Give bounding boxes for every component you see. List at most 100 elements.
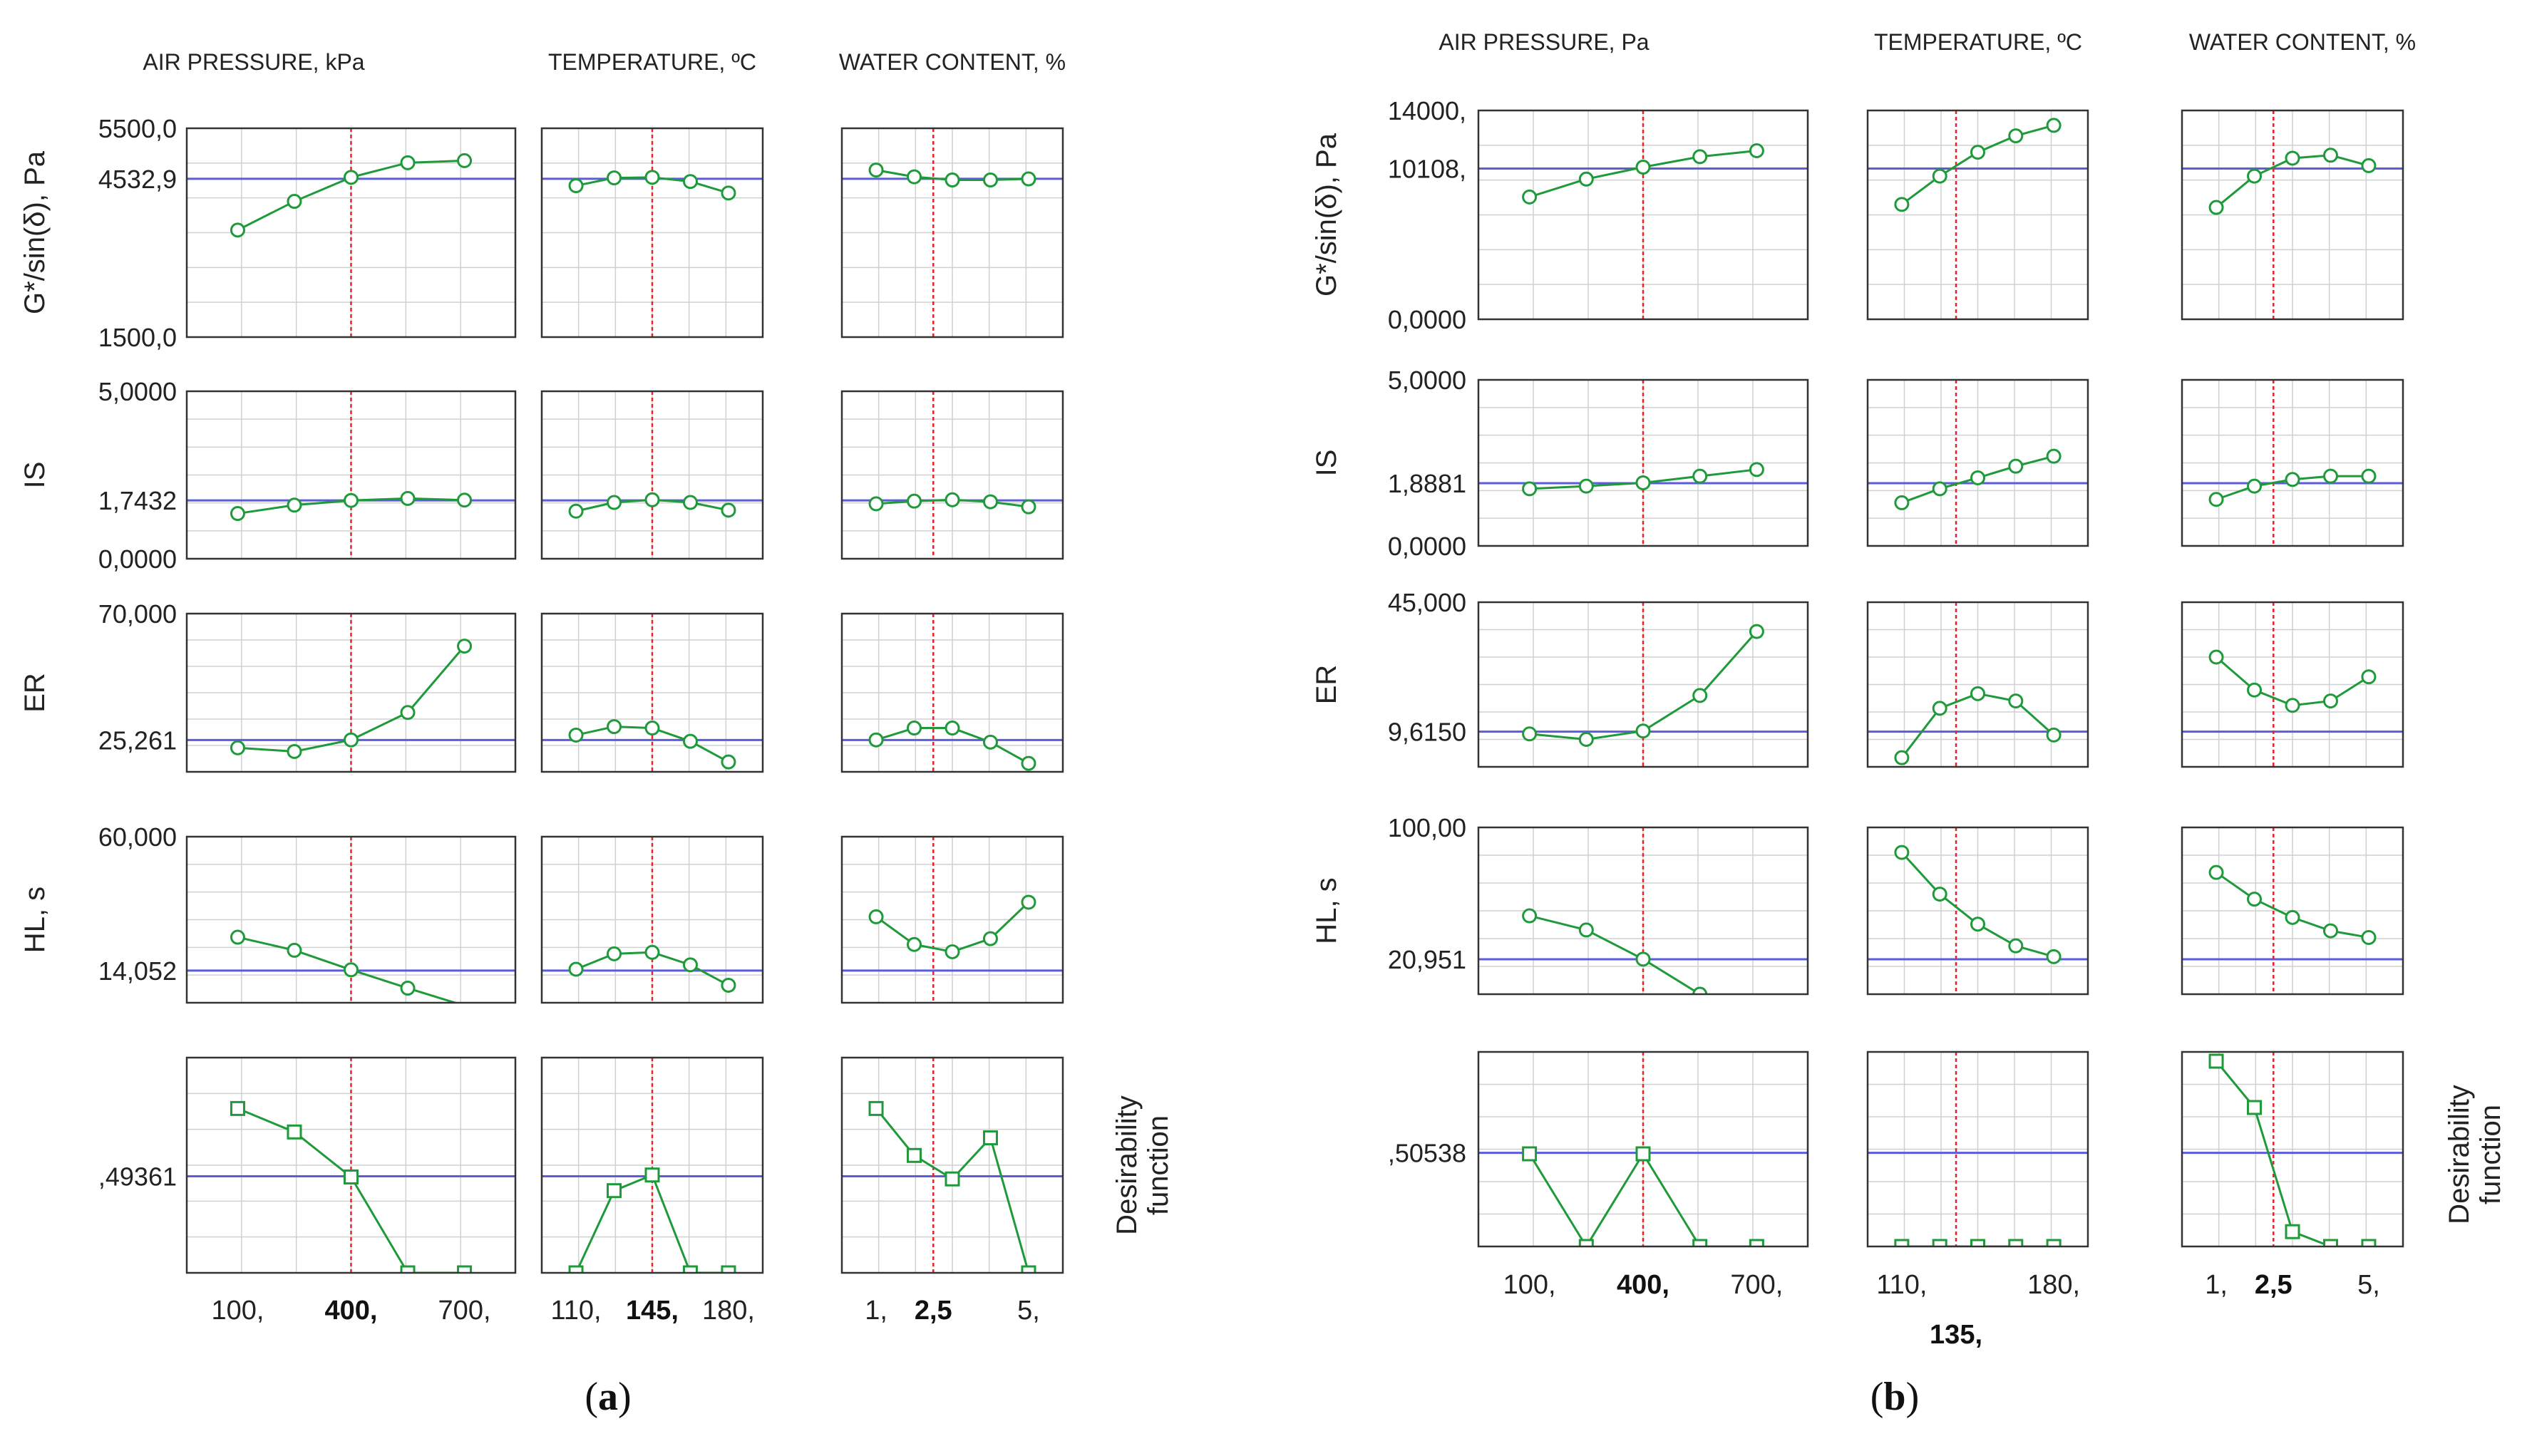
plot-frame — [1866, 378, 2089, 547]
series-group — [2208, 864, 2377, 945]
data-point — [982, 931, 998, 946]
data-point — [2046, 1239, 2062, 1246]
x-tick-label: 2,5 — [915, 1296, 952, 1326]
data-point — [1635, 723, 1651, 739]
x-tick-label: 110, — [1876, 1270, 1927, 1300]
y-tick-label: 14000, — [1388, 96, 1466, 125]
data-point — [2285, 1224, 2300, 1239]
data-point — [287, 497, 302, 513]
data-point — [2208, 1053, 2224, 1069]
data-point — [1970, 686, 1985, 701]
plot-frame — [1477, 109, 1809, 321]
data-point — [1578, 171, 1594, 187]
plot-frame — [540, 612, 764, 773]
plot-frame — [540, 835, 764, 1004]
data-point — [721, 185, 736, 201]
data-point — [2008, 693, 2024, 709]
data-point — [1635, 475, 1651, 490]
x-tick-label: 700, — [438, 1296, 491, 1326]
x-tick-label-optimum: 135, — [1930, 1320, 1982, 1350]
data-point — [287, 194, 302, 210]
data-point — [945, 1171, 960, 1187]
plot-cell-b-r1-c0 — [1477, 378, 1809, 547]
plot-cell-a-r2-c2 — [840, 612, 1064, 773]
data-point — [1970, 470, 1985, 485]
data-point — [982, 172, 998, 188]
data-point — [2046, 949, 2062, 964]
data-point — [1522, 1146, 1538, 1162]
data-point — [1021, 894, 1036, 910]
column-title-b-1: TEMPERATURE, ºC — [1874, 29, 2082, 55]
y-axis-label: G*/sin(δ), Pa — [1311, 133, 1342, 296]
data-point — [400, 981, 416, 996]
plot-cell-a-r0-c1 — [540, 127, 764, 339]
y-tick-label: 5,0000 — [1388, 366, 1466, 395]
x-tick-label: 100, — [211, 1296, 264, 1326]
data-point — [457, 1265, 473, 1273]
data-point — [2046, 727, 2062, 743]
x-tick-label: 700, — [1730, 1270, 1783, 1300]
y-axis-label: IS — [19, 462, 51, 489]
data-point — [2322, 148, 2338, 163]
data-point — [1021, 755, 1036, 771]
data-point — [907, 1147, 922, 1163]
series-group — [2208, 148, 2377, 215]
data-point — [1894, 1239, 1910, 1246]
panel-b: AIR PRESSURE, Pa TEMPERATURE, ºC WATER CON… — [1311, 29, 2506, 1350]
data-point — [230, 506, 245, 522]
data-point — [344, 1169, 359, 1184]
data-point — [907, 493, 922, 509]
y-tick-label: 4532,9 — [98, 165, 177, 194]
desirability-label-line1: Desirability — [1111, 1095, 1143, 1235]
plot-cell-a-r1-c1 — [540, 390, 764, 560]
data-point — [1578, 732, 1594, 747]
y-tick-label: 60,000 — [98, 822, 177, 852]
plot-cell-a-r1-c2 — [840, 390, 1064, 560]
data-point — [1692, 986, 1708, 994]
data-point — [982, 734, 998, 750]
series-group — [2208, 1053, 2377, 1246]
data-point — [2008, 938, 2024, 954]
y-tick-label: 1500,0 — [98, 323, 177, 352]
plot-frame — [185, 127, 517, 339]
column-title-a-2: WATER CONTENT, % — [839, 49, 1066, 75]
series-group — [568, 1167, 736, 1273]
series-group — [2208, 649, 2377, 713]
data-point — [2285, 698, 2300, 713]
data-point — [607, 946, 622, 961]
y-tick-label: 45,000 — [1388, 588, 1466, 617]
y-tick-label: 9,6150 — [1388, 718, 1466, 747]
data-point — [1635, 951, 1651, 967]
data-point — [1932, 481, 1947, 497]
data-point — [568, 961, 584, 977]
plot-cell-a-r0-c2 — [840, 127, 1064, 339]
data-point — [2247, 892, 2263, 907]
data-point — [230, 740, 245, 755]
y-tick-label: 20,951 — [1388, 945, 1466, 974]
caption-a: (a) — [585, 1375, 631, 1419]
series-group — [568, 719, 736, 770]
data-point — [1749, 462, 1764, 477]
plot-cell-a-r1-c0 — [185, 390, 517, 560]
data-point — [287, 1124, 302, 1140]
plot-cell-b-r1-c1 — [1866, 378, 2089, 547]
plot-cell-a-r4-c1 — [540, 1056, 764, 1274]
y-tick-label: 0,0000 — [1388, 532, 1466, 561]
data-point — [1522, 726, 1538, 742]
series-group — [230, 1100, 473, 1273]
data-point — [1894, 495, 1910, 510]
data-point — [400, 155, 416, 170]
data-point — [982, 494, 998, 510]
data-point — [1522, 189, 1538, 205]
y-tick-label: 1,7432 — [98, 486, 177, 515]
y-tick-label: 70,000 — [98, 599, 177, 629]
x-tick-label: 1, — [865, 1296, 887, 1326]
series-group — [1522, 1146, 1764, 1246]
data-point — [2285, 909, 2300, 925]
plot-frame — [185, 612, 517, 773]
series-group — [868, 1100, 1036, 1273]
data-point — [868, 909, 884, 924]
desirability-label-line2: function — [2475, 1105, 2506, 1204]
data-point — [2322, 1239, 2338, 1246]
data-point — [868, 496, 884, 512]
